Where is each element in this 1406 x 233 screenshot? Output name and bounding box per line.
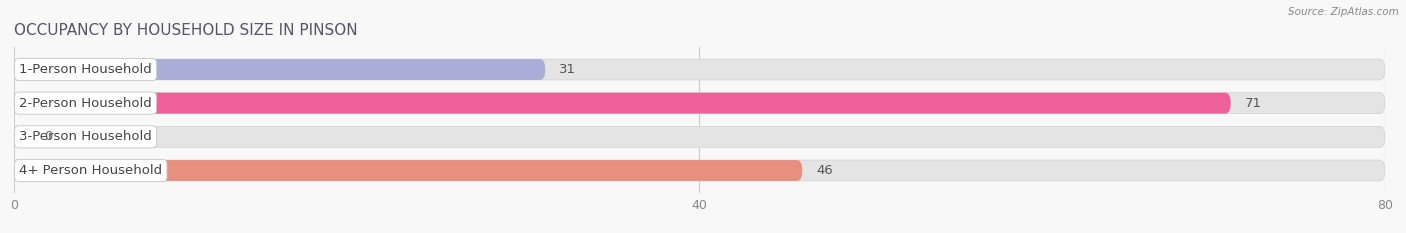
Text: 31: 31 — [560, 63, 576, 76]
Text: 2-Person Household: 2-Person Household — [20, 97, 152, 110]
FancyBboxPatch shape — [14, 93, 1385, 114]
Text: 1-Person Household: 1-Person Household — [20, 63, 152, 76]
FancyBboxPatch shape — [14, 59, 1385, 80]
Text: 4+ Person Household: 4+ Person Household — [20, 164, 162, 177]
Text: OCCUPANCY BY HOUSEHOLD SIZE IN PINSON: OCCUPANCY BY HOUSEHOLD SIZE IN PINSON — [14, 24, 357, 38]
FancyBboxPatch shape — [14, 126, 1385, 147]
Text: Source: ZipAtlas.com: Source: ZipAtlas.com — [1288, 7, 1399, 17]
Text: 71: 71 — [1244, 97, 1261, 110]
Text: 46: 46 — [815, 164, 832, 177]
FancyBboxPatch shape — [14, 160, 803, 181]
FancyBboxPatch shape — [14, 59, 546, 80]
Text: 0: 0 — [44, 130, 52, 143]
FancyBboxPatch shape — [14, 126, 25, 147]
Text: 3-Person Household: 3-Person Household — [20, 130, 152, 143]
FancyBboxPatch shape — [14, 93, 1230, 114]
FancyBboxPatch shape — [14, 160, 1385, 181]
